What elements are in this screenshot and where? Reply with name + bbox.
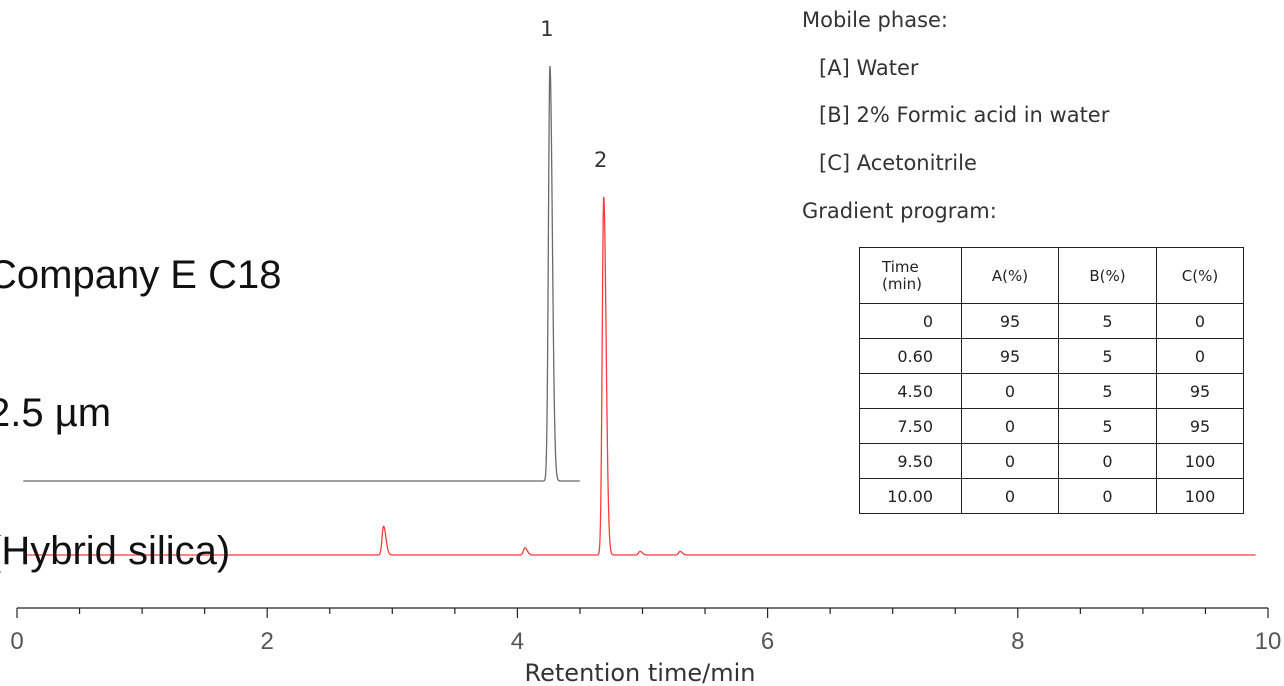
phase-b-key: B	[827, 103, 842, 127]
table-cell: 0	[961, 478, 1059, 514]
trace-layer	[23, 65, 1256, 556]
header-a: A(%)	[961, 247, 1059, 304]
table-row: 0 95 5 0	[859, 303, 1244, 339]
table-cell: 0	[1156, 338, 1244, 374]
table-cell: 0	[961, 408, 1059, 444]
header-time: Time (min)	[859, 247, 962, 304]
chromatogram-trace-2	[23, 196, 1256, 556]
phase-b: [B] 2% Formic acid in water	[819, 103, 1110, 127]
table-row: 0.60 95 5 0	[859, 338, 1244, 374]
table-cell: 10.00	[859, 478, 962, 514]
x-axis: 0 2 4 6 8 10	[10, 607, 1282, 655]
phase-a: [A] Water	[819, 56, 919, 80]
mobile-phase-title: Mobile phase:	[802, 8, 949, 32]
table-cell: 0	[1058, 478, 1157, 514]
peak-label-2: 2	[594, 148, 607, 172]
peak-label-1: 1	[540, 17, 553, 41]
x-tick-label: 2	[261, 628, 274, 655]
table-row: 10.00 0 0 100	[859, 478, 1244, 514]
gradient-table-body: 0 95 5 0 0.60 95 5 0 4.50 0 5 95 7.50 0 5 95 9.50 0 0 100 10…	[859, 303, 1244, 514]
x-tick-label: 6	[761, 628, 774, 655]
table-cell: 95	[961, 303, 1059, 339]
phase-c-text: Acetonitrile	[856, 151, 977, 175]
chromatogram-trace-1	[23, 65, 580, 482]
column-label: Company E C18 2.5 µm (Hybrid silica)	[0, 160, 281, 620]
table-cell: 100	[1156, 478, 1244, 514]
table-cell: 100	[1156, 443, 1244, 479]
table-cell: 5	[1058, 408, 1157, 444]
table-row: 9.50 0 0 100	[859, 443, 1244, 479]
table-cell: 95	[1156, 373, 1244, 409]
phase-b-text: 2% Formic acid in water	[856, 103, 1110, 127]
phase-c-key: C	[827, 151, 842, 175]
column-label-line-2: 2.5 µm	[0, 391, 112, 435]
table-cell: 5	[1058, 303, 1157, 339]
table-cell: 4.50	[859, 373, 962, 409]
table-cell: 0	[961, 443, 1059, 479]
x-axis-label: Retention time/min	[525, 659, 756, 686]
table-cell: 0	[961, 373, 1059, 409]
table-cell: 95	[961, 338, 1059, 374]
table-cell: 5	[1058, 373, 1157, 409]
x-tick-label: 10	[1255, 628, 1282, 655]
column-label-line-1: Company E C18	[0, 253, 282, 297]
gradient-title: Gradient program:	[802, 199, 997, 223]
table-cell: 7.50	[859, 408, 962, 444]
phase-a-key: A	[827, 56, 842, 80]
peak-label-layer: 12	[540, 17, 607, 172]
table-cell: 0	[1058, 443, 1157, 479]
table-cell: 95	[1156, 408, 1244, 444]
table-cell: 9.50	[859, 443, 962, 479]
gradient-table-header: Time (min) A(%) B(%) C(%)	[859, 247, 1244, 304]
x-tick-label: 8	[1011, 628, 1024, 655]
table-cell: 0	[1156, 303, 1244, 339]
table-cell: 0	[859, 303, 962, 339]
phase-c: [C] Acetonitrile	[819, 151, 977, 175]
table-cell: 5	[1058, 338, 1157, 374]
column-label-line-3: (Hybrid silica)	[0, 529, 231, 573]
table-row: 4.50 0 5 95	[859, 373, 1244, 409]
header-c: C(%)	[1156, 247, 1244, 304]
x-tick-label: 4	[511, 628, 524, 655]
gradient-table: Time (min) A(%) B(%) C(%) 0 95 5 0 0.60 95 5 0 4…	[859, 247, 1244, 514]
phase-a-text: Water	[856, 56, 919, 80]
table-cell: 0.60	[859, 338, 962, 374]
table-row: 7.50 0 5 95	[859, 408, 1244, 444]
x-tick-label: 0	[10, 628, 23, 655]
header-b: B(%)	[1058, 247, 1157, 304]
